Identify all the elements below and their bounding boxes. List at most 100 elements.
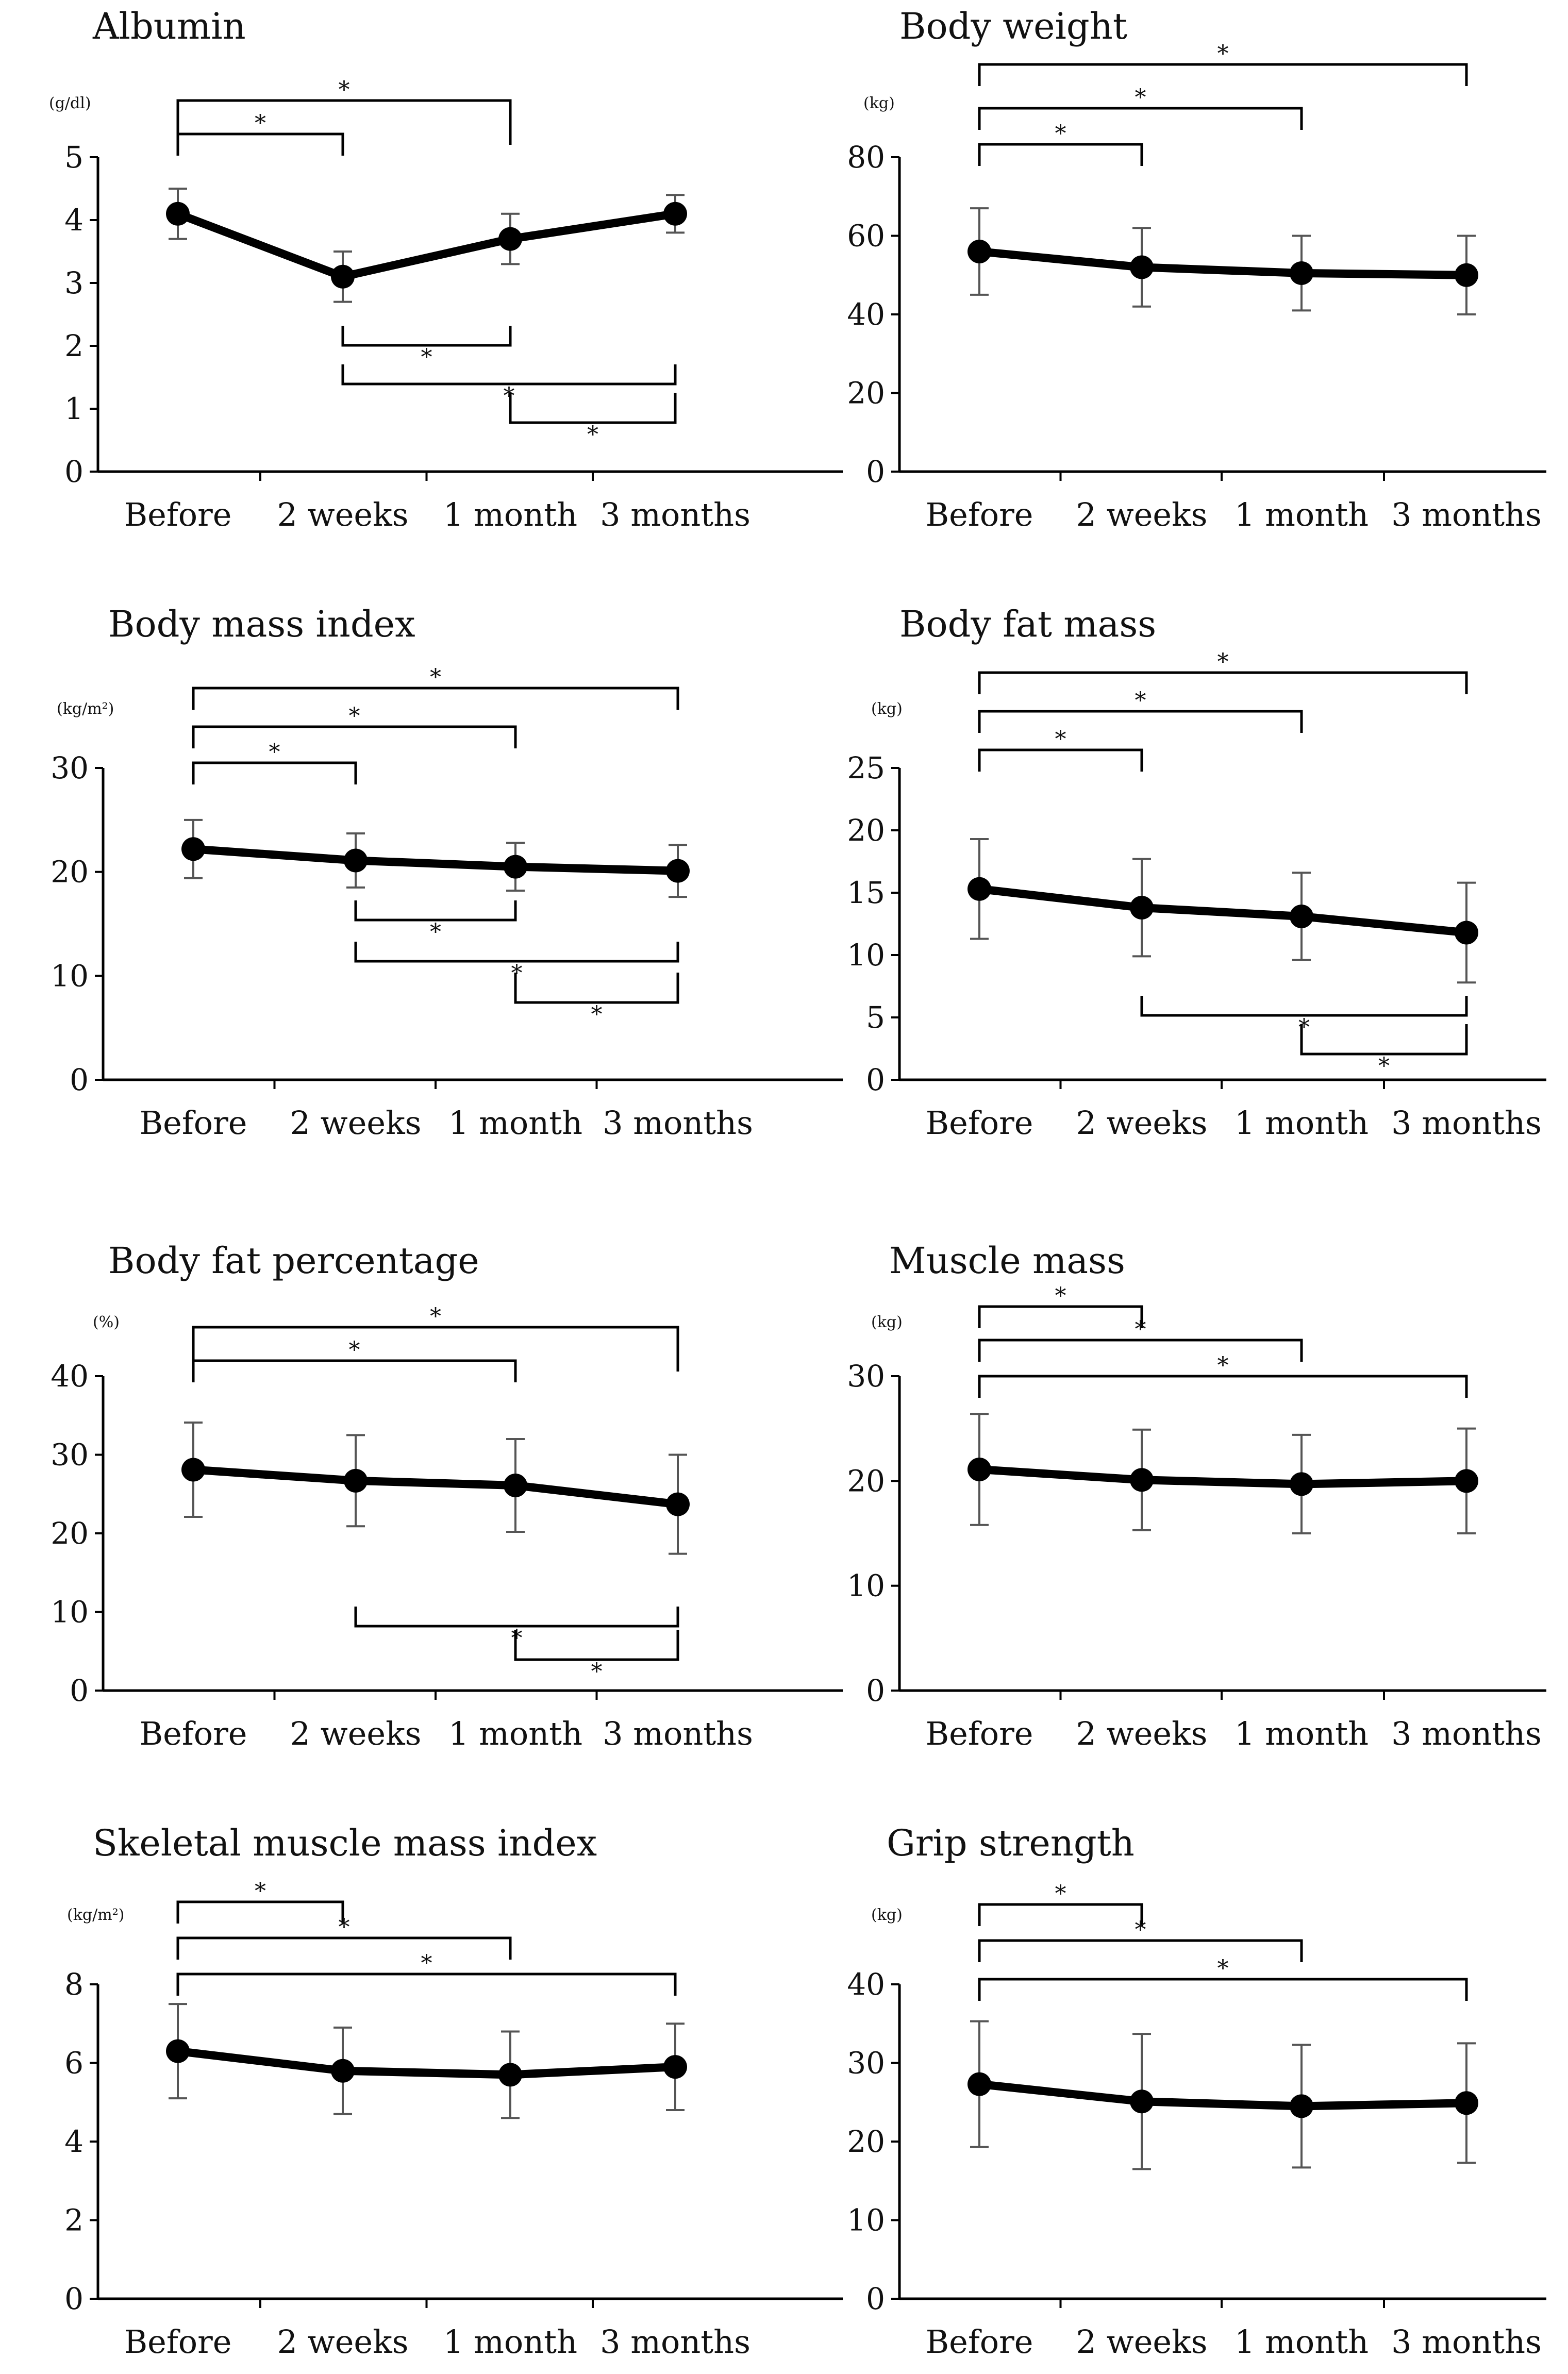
y-tick-label: 4 bbox=[64, 2124, 84, 2159]
significance-star: * bbox=[430, 919, 441, 945]
x-category-label: 3 months bbox=[600, 2323, 750, 2361]
series-line bbox=[979, 247, 1467, 279]
y-tick-label: 10 bbox=[847, 2203, 885, 2238]
significance-star: * bbox=[587, 422, 598, 448]
data-point bbox=[666, 859, 690, 883]
y-tick-label: 40 bbox=[847, 1967, 885, 2002]
data-point bbox=[666, 1492, 690, 1516]
data-point bbox=[1455, 263, 1478, 287]
panel-body-mass-index: Body mass index (kg/m²) 0 10 20 30 Before 2 wee… bbox=[51, 603, 843, 1142]
x-category-label: Before bbox=[124, 496, 232, 533]
y-tick-label: 10 bbox=[51, 958, 89, 993]
y-tick-label: 5 bbox=[866, 1000, 885, 1035]
data-point bbox=[663, 2055, 687, 2079]
panel-title: Muscle mass bbox=[889, 1240, 1125, 1282]
panel-skeletal-muscle-mass-index: Skeletal muscle mass index (kg/m²) 0 2 4 6 8 Be… bbox=[64, 1822, 843, 2361]
data-point bbox=[181, 837, 205, 861]
significance-bracket bbox=[176, 99, 512, 145]
y-tick-label: 10 bbox=[847, 1568, 885, 1603]
panel-title: Body fat mass bbox=[899, 603, 1156, 645]
significance-star: * bbox=[430, 664, 441, 691]
y-tick-label: 60 bbox=[847, 219, 885, 254]
x-category-label: 3 months bbox=[1391, 1715, 1542, 1752]
y-tick-label: 20 bbox=[847, 376, 885, 411]
y-tick-label: 0 bbox=[64, 454, 84, 489]
significance-bracket bbox=[514, 1630, 679, 1661]
x-category-label: 2 weeks bbox=[1076, 496, 1208, 533]
y-tick-label: 30 bbox=[51, 750, 89, 785]
significance-star: * bbox=[1135, 1917, 1146, 1943]
series-line bbox=[979, 1465, 1467, 1489]
data-point bbox=[1290, 2094, 1313, 2118]
y-tick-label: 4 bbox=[64, 203, 84, 238]
x-category-label: 1 month bbox=[448, 1715, 582, 1752]
unit-label: (kg) bbox=[871, 1906, 903, 1924]
data-point bbox=[1130, 1468, 1154, 1492]
significance-star: * bbox=[1217, 1352, 1229, 1379]
significance-star: * bbox=[349, 1337, 360, 1363]
x-category-label: Before bbox=[140, 1104, 247, 1142]
y-tick-label: 10 bbox=[51, 1595, 89, 1630]
panel-title: Skeletal muscle mass index bbox=[93, 1822, 597, 1864]
significance-bracket bbox=[978, 1339, 1303, 1362]
significance-bracket bbox=[978, 143, 1143, 166]
y-tick-label: 3 bbox=[64, 265, 84, 300]
significance-bracket bbox=[341, 364, 677, 386]
x-category-label: 2 weeks bbox=[1076, 1715, 1208, 1752]
significance-bracket bbox=[978, 107, 1303, 130]
data-point bbox=[1130, 896, 1154, 920]
significance-star: * bbox=[421, 344, 432, 371]
x-category-label: 2 weeks bbox=[277, 496, 409, 533]
significance-bracket bbox=[978, 1305, 1143, 1328]
y-tick-label: 15 bbox=[847, 875, 885, 910]
panel-albumin: Albumin (g/dl) 0 1 2 3 4 5 Before 2 weeks 1 month 3… bbox=[49, 5, 843, 533]
data-point bbox=[166, 202, 190, 226]
data-point bbox=[331, 2059, 355, 2083]
significance-bracket bbox=[176, 132, 344, 156]
y-tick-label: 0 bbox=[866, 1062, 885, 1097]
significance-bracket bbox=[514, 973, 679, 1004]
significance-star: * bbox=[1055, 726, 1066, 753]
data-point bbox=[504, 1473, 527, 1497]
data-point bbox=[1130, 2089, 1154, 2114]
data-point bbox=[663, 202, 687, 226]
significance-bracket bbox=[354, 900, 517, 922]
data-point bbox=[1290, 261, 1313, 285]
data-point bbox=[344, 1468, 368, 1493]
significance-star: * bbox=[269, 739, 280, 765]
data-point bbox=[1290, 1472, 1313, 1496]
panel-body-fat-mass: Body fat mass (kg) 0 5 10 15 20 25 Before 2 weeks… bbox=[847, 603, 1546, 1142]
significance-bracket bbox=[1140, 996, 1468, 1017]
x-category-label: 1 month bbox=[443, 496, 577, 533]
significance-star: * bbox=[1055, 1881, 1066, 1907]
unit-label: (kg) bbox=[863, 94, 895, 112]
significance-star: * bbox=[1217, 41, 1229, 67]
significance-bracket bbox=[978, 671, 1468, 694]
unit-label: (kg) bbox=[871, 1313, 903, 1331]
series-line bbox=[979, 884, 1467, 937]
significance-star: * bbox=[349, 703, 360, 729]
unit-label: (kg) bbox=[871, 700, 903, 718]
x-category-label: 3 months bbox=[603, 1715, 753, 1752]
y-tick-label: 8 bbox=[64, 1967, 84, 2002]
y-tick-label: 20 bbox=[847, 2124, 885, 2159]
data-point bbox=[504, 855, 527, 879]
x-category-label: 1 month bbox=[448, 1104, 582, 1142]
data-point bbox=[968, 877, 991, 901]
significance-star: * bbox=[421, 1950, 432, 1977]
panel-title: Body mass index bbox=[108, 603, 415, 645]
x-category-label: 3 months bbox=[600, 496, 750, 533]
significance-bracket bbox=[509, 393, 677, 424]
x-category-label: 1 month bbox=[1235, 2323, 1369, 2361]
y-tick-label: 5 bbox=[64, 140, 84, 175]
significance-bracket bbox=[192, 687, 679, 710]
y-tick-label: 0 bbox=[866, 1673, 885, 1708]
x-category-label: 1 month bbox=[443, 2323, 577, 2361]
unit-label: (kg/m²) bbox=[67, 1906, 124, 1924]
panel-muscle-mass: Muscle mass (kg) 0 10 20 30 Before 2 weeks 1 mon… bbox=[847, 1240, 1546, 1752]
y-tick-label: 30 bbox=[847, 2046, 885, 2081]
y-tick-label: 40 bbox=[51, 1359, 89, 1394]
y-tick-label: 25 bbox=[847, 750, 885, 785]
significance-bracket bbox=[978, 748, 1143, 772]
significance-bracket bbox=[192, 725, 517, 748]
